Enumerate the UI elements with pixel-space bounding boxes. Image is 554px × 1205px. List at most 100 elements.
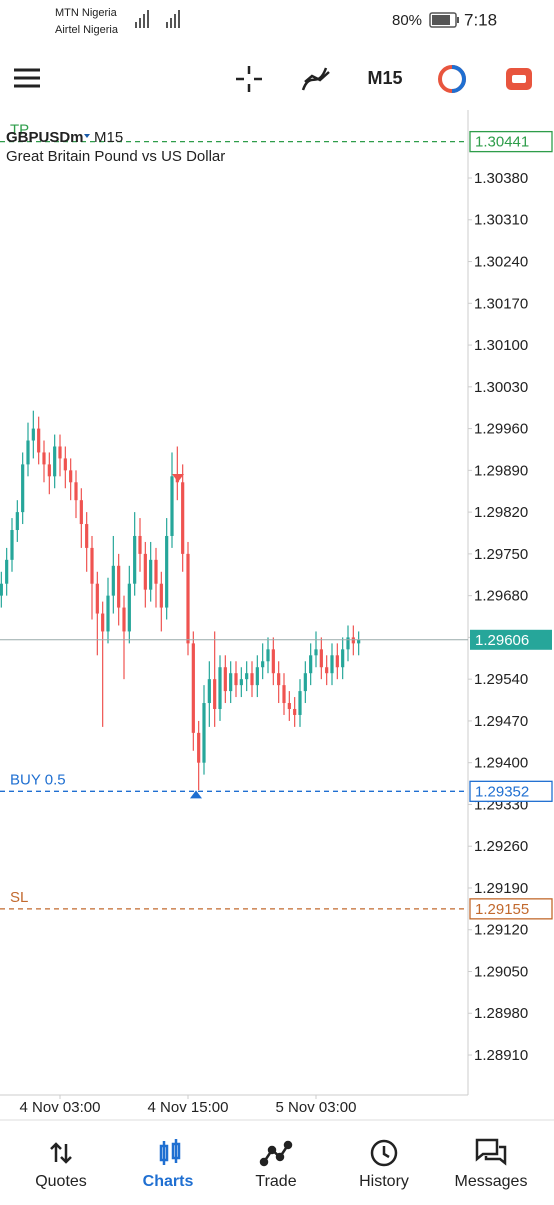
y-tick-label: 1.30380 [474, 170, 528, 187]
one-click-button[interactable] [506, 68, 532, 90]
level-box [469, 898, 553, 920]
candle-body [53, 446, 57, 477]
y-tick-label: 1.28910 [474, 1047, 528, 1064]
y-tick-label: 1.29750 [474, 546, 528, 563]
candle-body [271, 649, 275, 674]
candle-body [261, 661, 265, 668]
candle-body [31, 428, 35, 441]
sell-arrow [172, 474, 184, 482]
trade-icon[interactable] [259, 1140, 293, 1167]
level-box [469, 780, 553, 802]
nav-label[interactable]: Messages [455, 1173, 528, 1190]
candle-body [255, 667, 259, 686]
chart-marks: 1.30380 1.30310 1.30240 1.30170 1.30100 1.300… [0, 122, 553, 1116]
candle-body [63, 458, 67, 471]
chart-symbol: GBPUSDm [6, 129, 84, 146]
level-name: TP [10, 122, 29, 139]
candle-body [319, 649, 323, 668]
messages-icon[interactable] [475, 1138, 507, 1166]
level-value: 1.29352 [475, 783, 529, 800]
y-tick-label: 1.29890 [474, 462, 528, 479]
candle-body [245, 673, 249, 680]
y-tick-label: 1.30310 [474, 212, 528, 229]
candle-body [170, 476, 174, 536]
candle-body [287, 703, 291, 709]
trade-signals-button[interactable] [438, 65, 466, 93]
candle-body [154, 559, 158, 584]
nav-label[interactable]: Charts [143, 1173, 194, 1190]
candle-body [15, 512, 19, 531]
candle-body [293, 708, 297, 715]
candle-body [90, 547, 94, 584]
menu-button[interactable] [14, 68, 40, 88]
y-tick-label: 1.29680 [474, 588, 528, 605]
candle-body [127, 583, 131, 632]
crosshair-button[interactable] [236, 66, 262, 92]
candle-body [138, 535, 142, 554]
candle-body [58, 446, 62, 459]
candle-body [149, 559, 153, 590]
candle-body [37, 428, 41, 453]
candle-body [111, 565, 115, 596]
candle-body [207, 679, 211, 704]
nav-label[interactable]: Trade [255, 1173, 296, 1190]
candle-body [229, 673, 233, 692]
timeframe-button[interactable]: M15 [367, 68, 402, 88]
x-tick-label: 4 Nov 03:00 [20, 1099, 101, 1116]
chart-timeframe: M15 [94, 129, 123, 146]
candle-body [101, 613, 105, 632]
y-tick-label: 1.30240 [474, 254, 528, 271]
candle-body [21, 464, 25, 513]
candle-body [314, 649, 318, 656]
candle-body [106, 595, 110, 632]
candle-body [186, 553, 190, 644]
history-icon[interactable] [370, 1139, 398, 1167]
candle-body [239, 679, 243, 686]
chart-description: Great Britain Pound vs US Dollar [6, 148, 225, 165]
y-tick-label: 1.30100 [474, 337, 528, 354]
candle-body [47, 464, 51, 477]
y-tick-label: 1.30030 [474, 379, 528, 396]
candle-body [282, 685, 286, 704]
x-tick-label: 5 Nov 03:00 [276, 1099, 357, 1116]
candle-body [202, 703, 206, 763]
signal-icons [135, 10, 180, 28]
symbol-dropdown-icon[interactable] [84, 134, 90, 138]
candle-body [309, 655, 313, 674]
y-tick-label: 1.29120 [474, 922, 528, 939]
candle-body [223, 667, 227, 692]
charts-icon[interactable] [159, 1139, 181, 1165]
candle-body [351, 637, 355, 644]
y-tick-label: 1.29260 [474, 838, 528, 855]
candle-body [277, 673, 281, 686]
x-tick-label: 4 Nov 15:00 [148, 1099, 229, 1116]
nav-label[interactable]: History [359, 1173, 409, 1190]
candle-body [74, 482, 78, 501]
candle-body [341, 649, 345, 668]
candle-body [197, 732, 201, 763]
battery-level: 80% [392, 12, 422, 29]
candle-body [26, 440, 30, 465]
candle-body [122, 607, 126, 632]
y-tick-label: 1.29190 [474, 880, 528, 897]
y-tick-label: 1.29540 [474, 671, 528, 688]
candle-body [266, 649, 270, 662]
candle-body [79, 500, 83, 525]
y-tick-label: 1.29470 [474, 713, 528, 730]
y-tick-label: 1.30170 [474, 295, 528, 312]
level-name: BUY 0.5 [10, 771, 66, 788]
candle-body [133, 535, 137, 584]
candle-body [357, 639, 361, 644]
candle-body [330, 655, 334, 674]
candle-body [298, 691, 302, 715]
candle-body [10, 530, 14, 560]
candle-body [5, 559, 9, 584]
nav-label[interactable]: Quotes [35, 1173, 87, 1190]
candle-body [346, 637, 350, 650]
carrier: MTN Nigeria [55, 7, 118, 19]
candle-body [325, 667, 329, 674]
indicators-button[interactable] [301, 67, 330, 91]
quotes-icon[interactable] [50, 1142, 72, 1164]
y-tick-label: 1.29960 [474, 421, 528, 438]
